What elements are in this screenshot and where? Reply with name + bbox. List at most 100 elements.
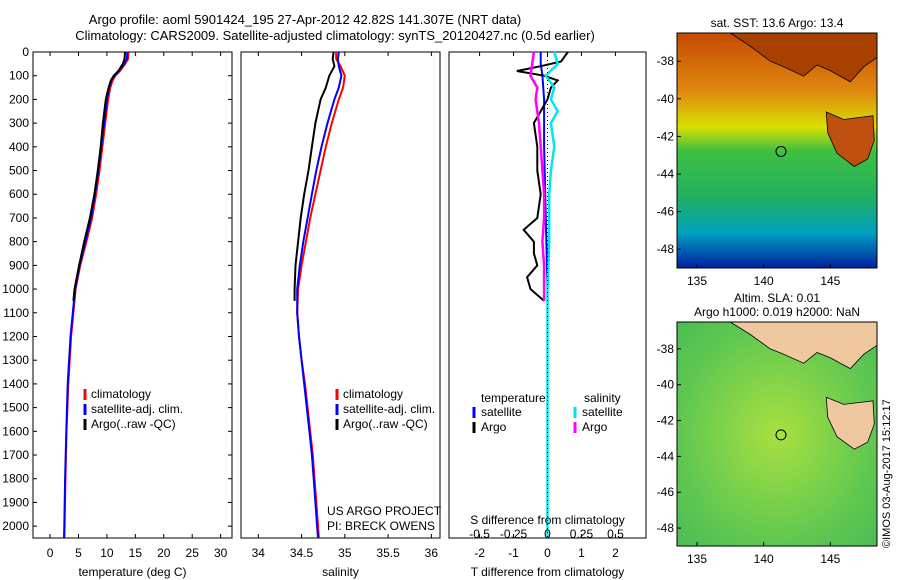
top-axis-label: 0 (544, 527, 551, 541)
map-lon-label: 140 (754, 274, 774, 288)
map-panel (676, 321, 878, 547)
y-tick-label: 300 (9, 116, 29, 130)
x-tick-label: 0 (544, 546, 551, 560)
y-tick-label: 200 (9, 92, 29, 106)
legend-heading: salinity (584, 391, 621, 405)
y-tick-label: 900 (9, 258, 29, 272)
legend-label: Argo(..raw -QC) (91, 417, 176, 431)
chart-title-line2: Climatology: CARS2009. Satellite-adjuste… (75, 28, 595, 43)
chart-title-line1: Argo profile: aoml 5901424_195 27-Apr-20… (88, 12, 522, 27)
y-tick-label: 400 (9, 140, 29, 154)
map-lat-label: -38 (657, 54, 675, 68)
x-tick-label: 20 (157, 546, 171, 560)
legend-heading: temperature (481, 391, 546, 405)
legend-label: climatology (343, 387, 403, 401)
float-marker (775, 145, 787, 157)
project-annotation: US ARGO PROJECT (327, 504, 442, 518)
top-axis-label: 0.5 (607, 527, 624, 541)
map-lat-label: -48 (657, 242, 675, 256)
y-tick-label: 100 (9, 69, 29, 83)
x-tick-label: -2 (474, 546, 485, 560)
x-tick-label: 0 (47, 546, 54, 560)
y-tick-label: 1500 (2, 401, 29, 415)
legend-label: Argo (582, 420, 608, 434)
map-panel (676, 32, 878, 269)
legend-label: satellite-adj. clim. (91, 402, 183, 416)
x-tick-label: 1 (578, 546, 585, 560)
y-tick-label: 1700 (2, 448, 29, 462)
map-title: Altim. SLA: 0.01 (734, 291, 820, 305)
map-lat-label: -42 (657, 129, 675, 143)
top-axis-label: 0.25 (570, 527, 594, 541)
float-marker (775, 429, 787, 441)
x-tick-label: 30 (214, 546, 228, 560)
top-axis-label: -0.5 (469, 527, 490, 541)
map-lon-label: 145 (820, 274, 840, 288)
x-tick-label: -1 (508, 546, 519, 560)
y-tick-label: 800 (9, 235, 29, 249)
series-line-climatology (296, 52, 346, 539)
project-annotation: PI: BRECK OWENS (327, 519, 435, 533)
x-tick-label: 25 (186, 546, 200, 560)
map-lat-label: -46 (657, 205, 675, 219)
legend-label: satellite (582, 405, 623, 419)
y-tick-label: 0 (22, 45, 29, 59)
x-tick-label: 2 (612, 546, 619, 560)
x-tick-label: 35 (338, 546, 352, 560)
map-title: Argo h1000: 0.019 h2000: NaN (694, 305, 860, 319)
y-tick-label: 600 (9, 187, 29, 201)
x-axis-label: salinity (322, 565, 359, 579)
legend-label: Argo (481, 420, 507, 434)
map-frame (676, 321, 878, 547)
panel-frame-2 (240, 51, 441, 539)
x-tick-label: 5 (75, 546, 82, 560)
x-axis-label: temperature (deg C) (78, 565, 186, 579)
y-tick-label: 1100 (3, 306, 29, 320)
x-tick-label: 34 (252, 546, 266, 560)
y-tick-label: 1600 (2, 424, 29, 438)
y-tick-label: 1000 (2, 282, 29, 296)
legend-label: climatology (91, 387, 151, 401)
y-tick-label: 1400 (2, 377, 29, 391)
y-tick-label: 1800 (2, 472, 29, 486)
map-lat-label: -42 (657, 414, 675, 428)
y-tick-label: 1900 (2, 495, 29, 509)
y-tick-label: 1200 (2, 329, 29, 343)
x-tick-label: 34.5 (290, 546, 314, 560)
series-line-t-argo (516, 51, 569, 302)
map-lat-label: -46 (657, 485, 675, 499)
x-tick-label: 10 (100, 546, 114, 560)
map-lat-label: -40 (657, 378, 675, 392)
tasmania-shape (825, 111, 875, 167)
x-tick-label: 15 (129, 546, 143, 560)
y-tick-label: 500 (9, 164, 29, 178)
top-axis-label: -0.25 (500, 527, 528, 541)
map-lon-label: 135 (687, 552, 707, 566)
y-tick-label: 700 (9, 211, 29, 225)
series-line-satellite-adj-clim- (296, 51, 343, 539)
panel-frame-1 (32, 51, 233, 539)
y-tick-label: 1300 (2, 353, 29, 367)
legend-label: satellite (481, 405, 522, 419)
legend-label: Argo(..raw -QC) (343, 417, 428, 431)
legend-label: satellite-adj. clim. (343, 402, 435, 416)
x-tick-label: 35.5 (376, 546, 400, 560)
series-line-argo-raw-qc- (293, 51, 336, 301)
map-lat-label: -38 (657, 342, 675, 356)
series-line-argo-raw-qc- (72, 51, 127, 301)
map-lon-label: 135 (687, 274, 707, 288)
x-axis-label: T difference from climatology (471, 565, 625, 579)
map-lat-label: -48 (657, 521, 675, 535)
map-frame (676, 32, 878, 269)
map-title: sat. SST: 13.6 Argo: 13.4 (711, 16, 844, 30)
map-lat-label: -40 (657, 92, 675, 106)
map-lon-label: 145 (820, 552, 840, 566)
x-tick-label: 36 (425, 546, 439, 560)
top-axis-title: S difference from climatology (470, 513, 625, 527)
series-line-s-argo (529, 51, 546, 301)
map-lat-label: -44 (657, 167, 675, 181)
tasmania-shape (825, 396, 875, 450)
y-tick-label: 2000 (2, 519, 29, 533)
timestamp-stamp: ©IMOS 03-Aug-2017 15:12:17 (881, 399, 893, 548)
